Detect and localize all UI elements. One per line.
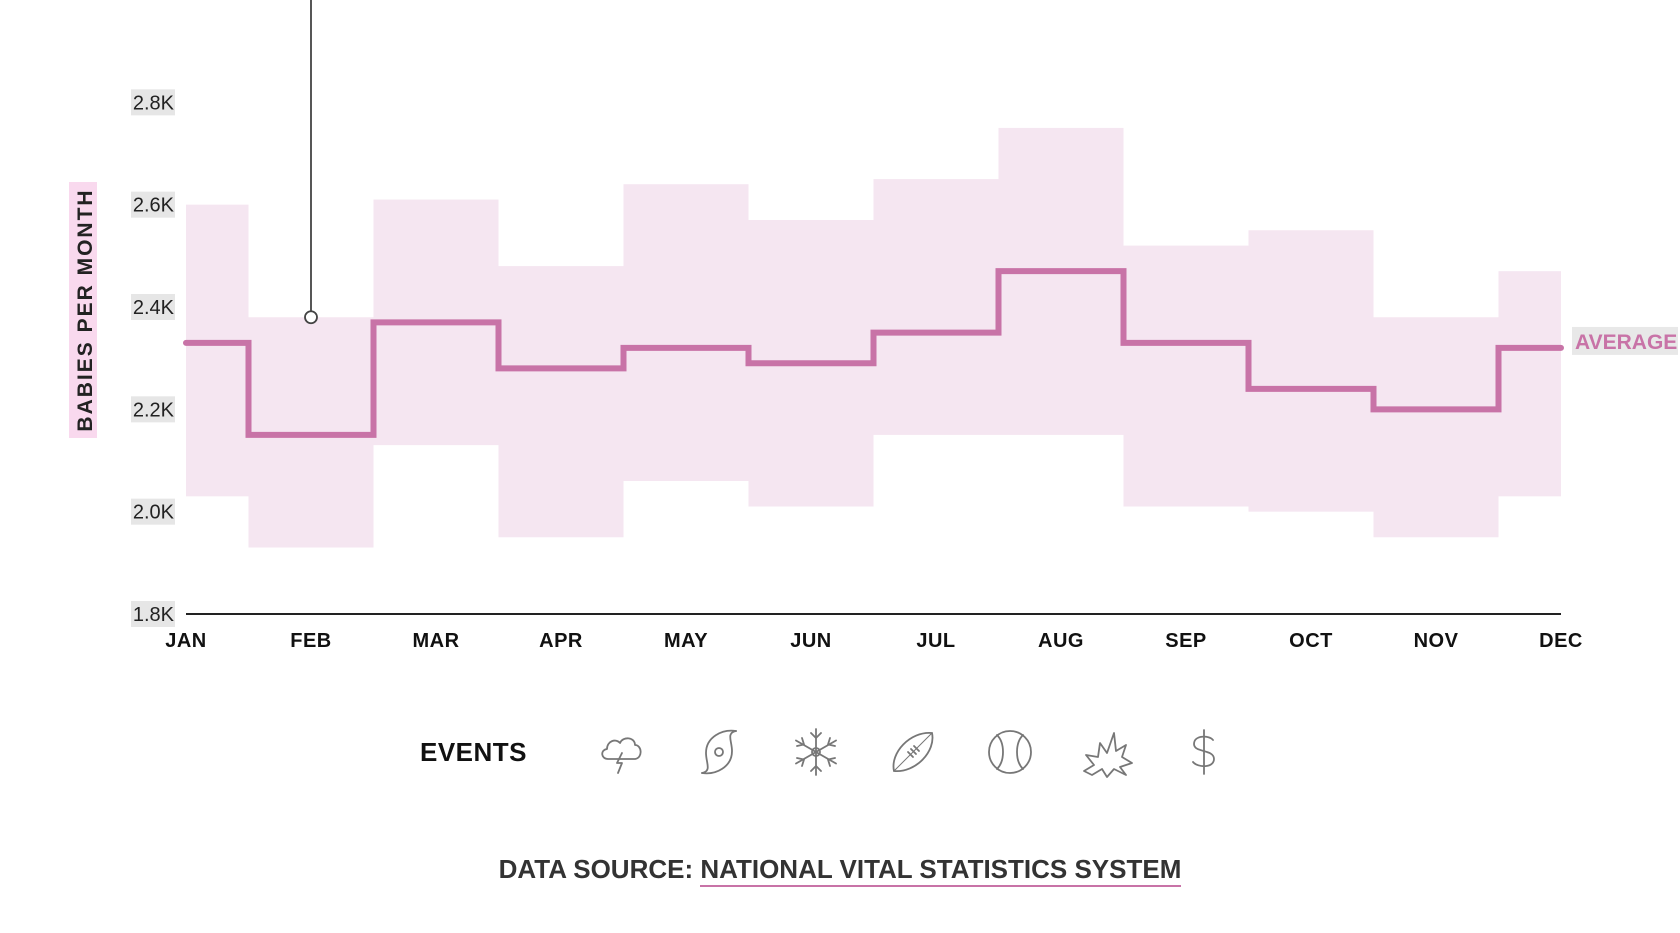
range-band-sep [1123, 245, 1249, 507]
storm-cloud-icon[interactable] [594, 724, 650, 780]
y-tick-background [131, 396, 175, 423]
y-tick-label: 2.4K [133, 297, 175, 319]
x-tick-label-sep: SEP [1165, 630, 1207, 652]
y-axis-title-highlight [69, 182, 97, 438]
average-label-group: AVERAGE [1572, 326, 1678, 355]
average-label-background [1572, 326, 1678, 355]
x-tick-label-jan: JAN [165, 630, 207, 652]
explosion-icon[interactable] [1079, 724, 1135, 780]
events-row: EVENTS [420, 720, 1273, 784]
average-line [183, 268, 1564, 438]
data-source-link[interactable]: NATIONAL VITAL STATISTICS SYSTEM [700, 854, 1182, 887]
average-series-label: AVERAGE [1575, 331, 1677, 354]
y-axis-title-text: BABIES PER MONTH [74, 188, 97, 431]
y-tick-background [131, 601, 175, 627]
dollar-icon[interactable] [1176, 724, 1232, 780]
y-axis-title: BABIES PER MONTH [69, 182, 97, 438]
births-step-chart: 1.8K 2.0K 2.2K 2.4K 2.6K 2.8K JAN FEB MAR APR MAY… [69, 0, 1678, 652]
football-icon[interactable] [885, 724, 941, 780]
y-tick-label: 2.2K [133, 399, 175, 421]
x-tick-label-nov: NOV [1414, 630, 1459, 652]
y-tick-background [131, 89, 175, 116]
baseball-icon[interactable] [982, 724, 1038, 780]
y-tick-label: 2.6K [133, 195, 175, 217]
x-tick-label-feb: FEB [290, 630, 332, 652]
range-band-oct [1248, 230, 1374, 512]
y-tick-label: 2.0K [133, 502, 175, 524]
y-tick-background [131, 191, 175, 218]
x-tick-label-jul: JUL [916, 630, 955, 652]
range-band-may [623, 184, 749, 481]
y-axis-title-group: BABIES PER MONTH [69, 182, 97, 438]
data-source-prefix: DATA SOURCE: [498, 854, 701, 884]
x-tick-label-mar: MAR [412, 630, 459, 652]
range-band-jan [186, 204, 249, 497]
annotation-pin-marker[interactable] [304, 310, 318, 325]
y-tick-background [131, 498, 175, 525]
x-tick-label-may: MAY [664, 630, 708, 652]
y-tick-label: 2.8K [133, 92, 175, 114]
snowflake-icon[interactable] [788, 724, 844, 780]
range-band-dec [1498, 271, 1561, 497]
data-source-line: DATA SOURCE: NATIONAL VITAL STATISTICS S… [0, 854, 1680, 887]
x-tick-label-aug: AUG [1038, 630, 1084, 652]
range-band-jul [873, 179, 999, 435]
x-tick-label-apr: APR [539, 630, 583, 652]
x-axis-labels: JAN FEB MAR APR MAY JUN JUL AUG SEP OCT NOV DEC [165, 630, 1583, 652]
annotation-pin [304, 0, 318, 325]
x-tick-label-oct: OCT [1289, 630, 1333, 652]
y-tick-label: 1.8K [133, 604, 175, 626]
range-band-aug [998, 127, 1124, 435]
y-axis-ticks: 1.8K 2.0K 2.2K 2.4K 2.6K 2.8K [131, 89, 175, 627]
range-band-apr [498, 266, 624, 538]
range-band-nov [1373, 317, 1499, 538]
events-title: EVENTS [420, 736, 528, 767]
y-tick-background [131, 294, 175, 320]
x-tick-label-jun: JUN [790, 630, 832, 652]
hurricane-icon[interactable] [691, 724, 747, 780]
x-tick-label-dec: DEC [1539, 630, 1583, 652]
average-step-line [183, 268, 1564, 438]
